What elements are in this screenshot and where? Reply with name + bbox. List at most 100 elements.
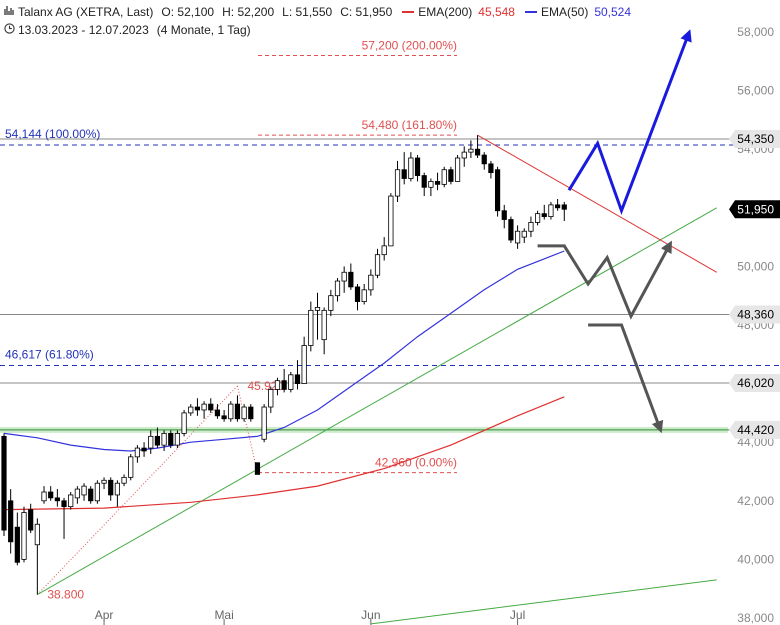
candle-body[interactable] xyxy=(314,307,321,311)
candle-body[interactable] xyxy=(508,219,514,241)
y-tick-label: 38,000 xyxy=(737,611,774,625)
candle-body[interactable] xyxy=(328,295,334,311)
candle-body[interactable] xyxy=(461,151,467,159)
candle-body[interactable] xyxy=(208,403,214,411)
candle-body[interactable] xyxy=(214,409,221,417)
candle-body[interactable] xyxy=(94,482,100,502)
bar-chart-icon xyxy=(4,5,18,19)
candle-body[interactable] xyxy=(174,433,181,446)
candle-body[interactable] xyxy=(34,523,40,546)
candle-body[interactable] xyxy=(81,485,87,496)
candle-body[interactable] xyxy=(228,403,234,420)
candle-body[interactable] xyxy=(474,148,481,156)
candle-body[interactable] xyxy=(1,435,7,531)
y-tick-label: 58,000 xyxy=(737,25,774,39)
fib-swing-connector xyxy=(36,385,238,595)
current-price-tag: 51,950 xyxy=(729,200,780,219)
clock-icon xyxy=(4,23,18,37)
candle-body[interactable] xyxy=(221,415,227,420)
candle-body[interactable] xyxy=(521,230,527,238)
candle-body[interactable] xyxy=(321,309,327,341)
candle-body[interactable] xyxy=(181,412,187,434)
candle-body[interactable] xyxy=(454,157,461,182)
candle-body[interactable] xyxy=(14,526,20,563)
candle-body[interactable] xyxy=(354,286,361,302)
candle-body[interactable] xyxy=(488,163,494,174)
candle-body[interactable] xyxy=(188,406,194,414)
candle-body[interactable] xyxy=(254,462,261,475)
candle-body[interactable] xyxy=(341,271,347,282)
candle-body[interactable] xyxy=(441,169,447,185)
candle-body[interactable] xyxy=(234,403,241,420)
candle-body[interactable] xyxy=(121,476,127,484)
candle-body[interactable] xyxy=(555,204,561,209)
candle-body[interactable] xyxy=(374,254,381,276)
candle-body[interactable] xyxy=(21,512,27,560)
candle-body[interactable] xyxy=(468,148,474,153)
candle-body[interactable] xyxy=(514,230,521,244)
candle-body[interactable] xyxy=(101,479,107,484)
candle-body[interactable] xyxy=(154,435,161,446)
candle-body[interactable] xyxy=(168,433,174,446)
instrument-name: Talanx AG (XETRA, Last) xyxy=(18,5,154,19)
candle-body[interactable] xyxy=(48,491,54,499)
candle-body[interactable] xyxy=(161,433,167,446)
candle-body[interactable] xyxy=(308,309,314,346)
candle-body[interactable] xyxy=(134,447,140,458)
tag-46020-label: 46,020 xyxy=(737,376,774,390)
candle-body[interactable] xyxy=(334,280,341,297)
candle-body[interactable] xyxy=(128,456,134,478)
candle-body[interactable] xyxy=(388,195,394,247)
candle-body[interactable] xyxy=(361,289,367,302)
x-tick-label: Jul xyxy=(510,608,525,622)
candle-body[interactable] xyxy=(248,406,254,420)
candle-body[interactable] xyxy=(481,154,487,165)
candle-body[interactable] xyxy=(448,169,454,182)
candle-body[interactable] xyxy=(194,406,201,411)
candle-body[interactable] xyxy=(141,447,147,452)
candle-body[interactable] xyxy=(288,374,294,390)
swing-low-label: 38.800 xyxy=(47,588,84,602)
x-tick-label: Apr xyxy=(95,608,114,622)
candle-body[interactable] xyxy=(294,374,301,384)
candle-body[interactable] xyxy=(494,169,501,212)
candle-body[interactable] xyxy=(535,213,541,223)
candle-body[interactable] xyxy=(368,274,374,291)
candle-body[interactable] xyxy=(428,181,434,188)
candle-body[interactable] xyxy=(414,157,421,176)
candle-body[interactable] xyxy=(108,479,114,496)
candle-body[interactable] xyxy=(281,380,287,390)
candle-body[interactable] xyxy=(148,435,154,449)
candle-body[interactable] xyxy=(268,389,274,408)
candle-body[interactable] xyxy=(394,169,401,197)
candle-body[interactable] xyxy=(528,222,534,232)
candle-body[interactable] xyxy=(28,509,34,531)
candle-body[interactable] xyxy=(8,500,14,543)
candle-body[interactable] xyxy=(301,345,307,385)
candle-body[interactable] xyxy=(61,500,67,508)
candle-body[interactable] xyxy=(561,204,567,210)
candle-body[interactable] xyxy=(274,380,281,390)
candle-body[interactable] xyxy=(348,271,354,288)
candle-body[interactable] xyxy=(74,488,80,499)
candle-body[interactable] xyxy=(541,213,547,217)
candle-body[interactable] xyxy=(401,169,407,179)
candle-body[interactable] xyxy=(41,491,47,502)
candle-body[interactable] xyxy=(548,204,554,217)
candle-body[interactable] xyxy=(501,210,507,220)
candle-body[interactable] xyxy=(54,497,60,502)
candle-body[interactable] xyxy=(261,406,267,440)
green-uptrend xyxy=(37,207,717,595)
candle-body[interactable] xyxy=(68,494,74,508)
candle-body[interactable] xyxy=(408,157,414,179)
candle-body[interactable] xyxy=(114,482,120,496)
candle-body[interactable] xyxy=(88,488,94,502)
candle-body[interactable] xyxy=(241,406,247,420)
candle-body[interactable] xyxy=(421,175,427,188)
candle-body[interactable] xyxy=(381,245,387,256)
chart-header: Talanx AG (XETRA, Last) O: 52,100 H: 52,… xyxy=(4,3,631,39)
candle-body[interactable] xyxy=(434,181,441,185)
current-price-tag-bg xyxy=(729,200,780,219)
candle-body[interactable] xyxy=(201,403,207,411)
